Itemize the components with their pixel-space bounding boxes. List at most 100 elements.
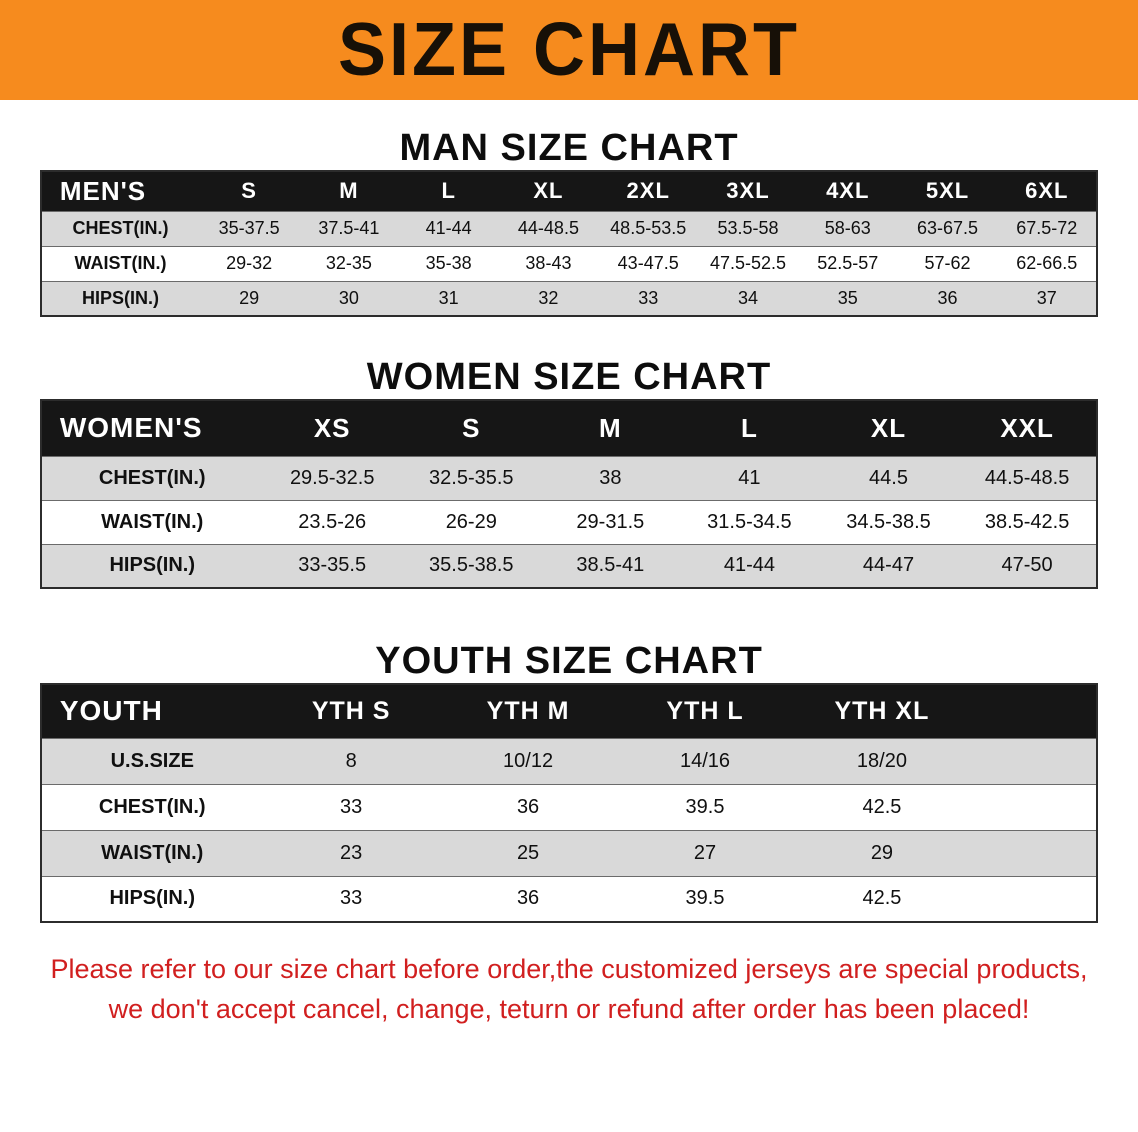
filler-cell — [970, 784, 1097, 830]
size-value-cell: 14/16 — [679, 749, 731, 772]
size-column-header: XXL — [958, 400, 1098, 456]
table-header-row: YOUTH YTH S YTH M YTH L YTH XL — [40, 684, 1098, 738]
size-value-cell: 47-50 — [1001, 554, 1053, 577]
size-value-cell: 32 — [538, 287, 559, 308]
table-row: WAIST(IN.) 23.5-26 26-29 29-31.5 31.5-34.5 34… — [40, 500, 1098, 544]
size-value-cell: 26-29 — [445, 510, 497, 533]
banner-title: SIZE CHART — [338, 8, 800, 93]
size-value-cell: 34 — [737, 287, 758, 308]
filler-cell — [970, 738, 1097, 784]
size-value-cell: 43-47.5 — [617, 253, 679, 273]
size-value-cell: 58-63 — [824, 218, 871, 238]
size-value-cell: 30 — [338, 287, 359, 308]
size-value-cell: 36 — [516, 887, 540, 910]
size-value-cell: 29-31.5 — [576, 510, 645, 533]
footer-note: Please refer to our size chart before or… — [0, 949, 1138, 1029]
size-column-header: XL — [818, 400, 959, 456]
size-value-cell: 8 — [345, 749, 357, 772]
size-value-cell: 29 — [239, 287, 260, 308]
size-column-header: 3XL — [698, 171, 798, 211]
table-row: WAIST(IN.) 29-32 32-35 35-38 38-43 43-47.5 47.… — [40, 246, 1098, 281]
table-row: U.S.SIZE 8 10/12 14/16 18/20 — [40, 738, 1098, 784]
table-row: HIPS(IN.) 33 36 39.5 42.5 — [40, 876, 1098, 922]
table-row: CHEST(IN.) 29.5-32.5 32.5-35.5 38 41 44.5 44.5… — [40, 456, 1098, 500]
size-value-cell: 38.5-42.5 — [984, 510, 1070, 533]
footer-line-1: Please refer to our size chart before or… — [50, 954, 1088, 984]
row-label: CHEST(IN.) — [98, 466, 206, 489]
size-value-cell: 44-48.5 — [517, 218, 579, 238]
table-corner-label: MEN'S — [40, 171, 200, 211]
size-value-cell: 39.5 — [685, 795, 725, 818]
size-column-header: 4XL — [797, 171, 898, 211]
filler-cell — [970, 830, 1097, 876]
row-label: HIPS(IN.) — [82, 287, 160, 308]
men-section-heading: MAN SIZE CHART — [399, 127, 739, 169]
size-value-cell: 37.5-41 — [318, 218, 380, 238]
size-value-cell: 32-35 — [325, 253, 372, 273]
size-value-cell: 38-43 — [525, 253, 572, 273]
table-row: WAIST(IN.) 23 25 27 29 — [40, 830, 1098, 876]
size-column-header: XS — [262, 400, 402, 456]
size-value-cell: 63-67.5 — [916, 218, 979, 238]
banner: SIZE CHART — [0, 0, 1138, 100]
table-corner-label: YOUTH — [40, 684, 263, 738]
footer-line-2: we don't accept cancel, change, teturn o… — [108, 994, 1030, 1024]
table-corner-label: WOMEN'S — [40, 400, 263, 456]
size-column-header: S — [199, 171, 300, 211]
size-value-cell: 36 — [516, 795, 540, 818]
size-value-cell: 33 — [340, 887, 363, 910]
size-value-cell: 53.5-58 — [717, 218, 779, 238]
row-label: HIPS(IN.) — [109, 554, 196, 577]
size-value-cell: 10/12 — [503, 749, 554, 772]
size-value-cell: 35 — [837, 287, 858, 308]
row-label: U.S.SIZE — [110, 749, 194, 772]
size-value-cell: 33 — [638, 287, 659, 308]
size-column-header: M — [540, 400, 680, 456]
size-value-cell: 31 — [438, 287, 459, 308]
size-column-header: XL — [498, 171, 599, 211]
table-row: HIPS(IN.) 29 30 31 32 33 34 35 36 37 — [40, 281, 1098, 316]
size-value-cell: 62-66.5 — [1016, 253, 1078, 273]
size-value-cell: 44.5-48.5 — [984, 466, 1070, 489]
size-value-cell: 41-44 — [723, 554, 775, 577]
size-value-cell: 35-37.5 — [218, 218, 280, 238]
size-column-header: L — [679, 400, 819, 456]
size-value-cell: 41 — [738, 466, 761, 489]
table-row: CHEST(IN.) 33 36 39.5 42.5 — [40, 784, 1098, 830]
men-size-table: MEN'S S M L XL 2XL 3XL 4XL 5XL 6XL CHEST(IN.) 35-37… — [39, 170, 1099, 317]
size-column-header: YTH L — [616, 684, 794, 738]
table-row: CHEST(IN.) 35-37.5 37.5-41 41-44 44-48.5 48.5… — [40, 211, 1098, 246]
youth-size-table: YOUTH YTH S YTH M YTH L YTH XL U.S.SIZE 8 10/12… — [39, 683, 1099, 923]
youth-section-heading: YOUTH SIZE CHART — [375, 640, 763, 682]
size-column-header: M — [299, 171, 399, 211]
size-value-cell: 36 — [937, 287, 958, 308]
size-value-cell: 33-35.5 — [298, 554, 367, 577]
size-value-cell: 38 — [599, 466, 622, 489]
size-column-header: 5XL — [897, 171, 998, 211]
size-value-cell: 25 — [516, 841, 540, 864]
size-value-cell: 34.5-38.5 — [846, 510, 931, 533]
size-value-cell: 39.5 — [685, 887, 725, 910]
size-value-cell: 47.5-52.5 — [709, 253, 786, 273]
size-value-cell: 29-32 — [226, 253, 273, 273]
size-value-cell: 42.5 — [862, 795, 902, 818]
size-value-cell: 37 — [1036, 287, 1057, 308]
table-header-row: MEN'S S M L XL 2XL 3XL 4XL 5XL 6XL — [40, 171, 1098, 211]
size-value-cell: 23 — [340, 841, 363, 864]
size-value-cell: 44.5 — [869, 466, 908, 489]
size-value-cell: 29.5-32.5 — [289, 466, 375, 489]
size-column-header: L — [398, 171, 499, 211]
size-value-cell: 29 — [870, 841, 894, 864]
size-value-cell: 67.5-72 — [1016, 218, 1078, 238]
size-value-cell: 32.5-35.5 — [429, 466, 514, 489]
row-label: WAIST(IN.) — [101, 510, 204, 533]
size-value-cell: 57-62 — [924, 253, 971, 273]
size-column-header: 6XL — [997, 171, 1098, 211]
size-value-cell: 35.5-38.5 — [429, 554, 514, 577]
size-value-cell: 44-47 — [862, 554, 915, 577]
table-header-row: WOMEN'S XS S M L XL XXL — [40, 400, 1098, 456]
filler-header-cell — [970, 684, 1098, 738]
size-value-cell: 48.5-53.5 — [610, 218, 687, 238]
size-value-cell: 33 — [340, 795, 363, 818]
size-value-cell: 42.5 — [862, 887, 902, 910]
